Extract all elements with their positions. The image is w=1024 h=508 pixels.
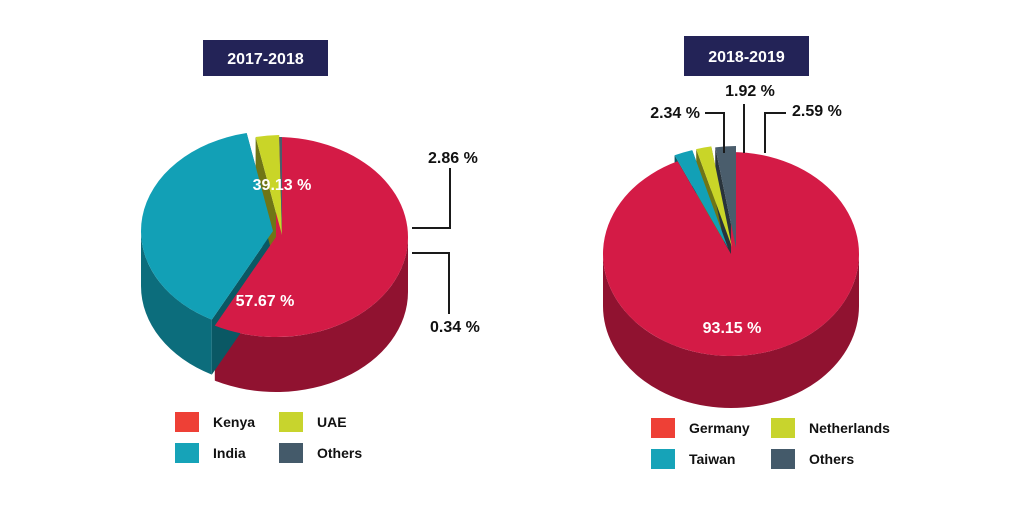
legend-label-netherlands: Netherlands xyxy=(809,420,890,436)
slice-side-india xyxy=(141,231,212,375)
leader-line-taiwan xyxy=(705,112,725,153)
slice-uae xyxy=(255,135,282,235)
data-label-netherlands: 1.92 % xyxy=(725,83,775,100)
legend-label-taiwan: Taiwan xyxy=(689,451,735,467)
legend: Kenya UAE India Others xyxy=(175,412,362,463)
slice-taiwan xyxy=(674,150,728,248)
slice-others xyxy=(279,137,282,237)
legend-swatch-others xyxy=(279,443,303,463)
data-label-germany: 93.15 % xyxy=(703,320,762,337)
pie-slices xyxy=(603,146,860,356)
legend-label-others: Others xyxy=(317,445,362,461)
legend-swatch-germany xyxy=(651,418,675,438)
legend-swatch-india xyxy=(175,443,199,463)
data-label-uae: 2.86 % xyxy=(428,150,478,167)
legend-label-uae: UAE xyxy=(317,414,347,430)
slice-labels: 57.67 % 39.13 % 2.86 % 0.34 % xyxy=(236,150,480,336)
slice-side-kenya xyxy=(214,237,408,393)
pie-chart-2017-2018: 2017-2018 57.67 % 39.13 % 2.86 % 0.34 % Ken… xyxy=(141,40,480,463)
slice-others xyxy=(715,146,736,248)
leader-line-others xyxy=(764,112,786,153)
legend-label-others: Others xyxy=(809,451,854,467)
legend-swatch-netherlands xyxy=(771,418,795,438)
legend-swatch-taiwan xyxy=(651,449,675,469)
data-label-kenya: 57.67 % xyxy=(236,293,295,310)
legend-label-germany: Germany xyxy=(689,420,750,436)
chart-title-box xyxy=(203,40,328,76)
data-label-taiwan: 2.34 % xyxy=(650,105,700,122)
slice-labels: 93.15 % 2.34 % 1.92 % 2.59 % xyxy=(650,83,842,337)
chart-title: 2017-2018 xyxy=(227,51,304,68)
slice-side-germany xyxy=(603,254,859,408)
legend-label-kenya: Kenya xyxy=(213,414,255,430)
legend-swatch-others xyxy=(771,449,795,469)
slice-india xyxy=(141,133,273,320)
slice-germany xyxy=(603,152,860,356)
slice-netherlands xyxy=(696,146,732,247)
leader-line-others xyxy=(412,252,450,314)
legend: Germany Netherlands Taiwan Others xyxy=(651,418,890,469)
chart-title-box xyxy=(684,36,809,76)
legend-label-india: India xyxy=(213,445,246,461)
legend-swatch-uae xyxy=(279,412,303,432)
chart-title: 2018-2019 xyxy=(708,49,785,66)
leader-line-uae xyxy=(412,168,451,229)
pie-slices xyxy=(141,133,409,337)
pie-chart-2018-2019: 2018-2019 93.15 % 2.34 % 1.92 % 2.59 % Germ… xyxy=(603,36,890,469)
slice-kenya xyxy=(214,137,409,337)
data-label-others: 2.59 % xyxy=(792,103,842,120)
legend-swatch-kenya xyxy=(175,412,199,432)
data-label-india: 39.13 % xyxy=(253,177,312,194)
data-label-others: 0.34 % xyxy=(430,319,480,336)
